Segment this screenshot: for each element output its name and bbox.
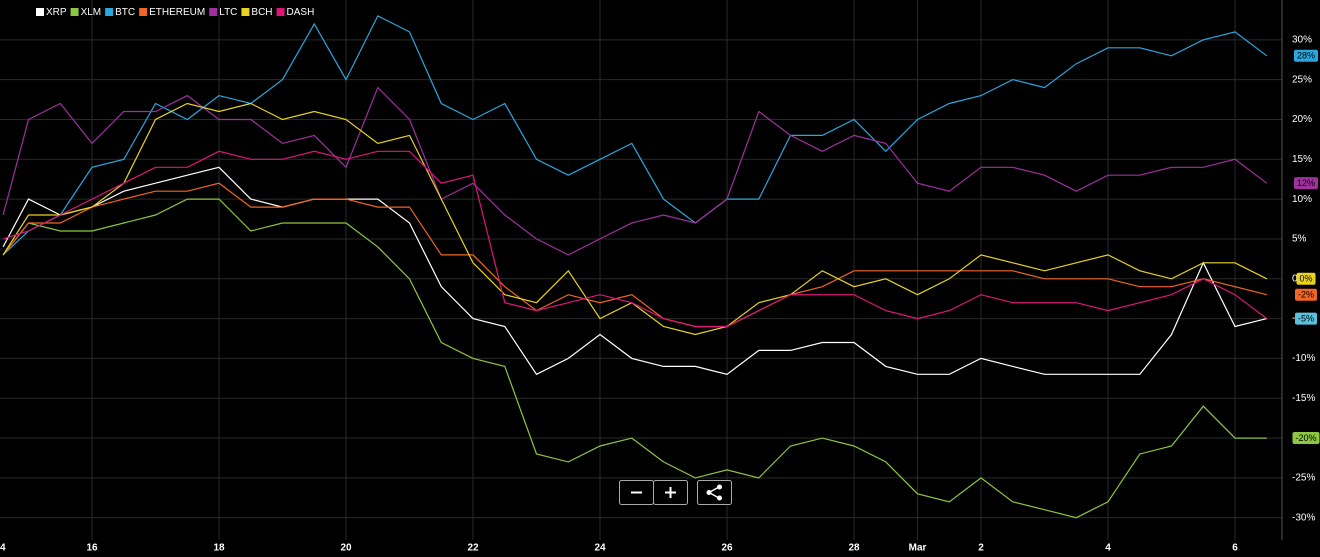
legend-label: LTC	[219, 7, 237, 18]
x-tick-label: 22	[467, 543, 479, 554]
zoom-in-button[interactable]	[653, 480, 688, 505]
x-tick-label: 4	[0, 543, 6, 554]
legend-swatch	[276, 8, 285, 16]
legend-swatch	[105, 8, 114, 16]
y-tick-label: -30%	[1292, 512, 1315, 523]
share-icon	[717, 484, 722, 490]
x-tick-label: 20	[340, 543, 352, 554]
share-icon	[706, 490, 712, 495]
lines	[2, 15, 1268, 519]
legend: XRP XLM BTC ETHEREUM LTC BCH DASH	[36, 7, 314, 18]
end-badge-box	[1292, 432, 1320, 445]
x-tick-label: 2	[978, 543, 984, 554]
y-tick-label: 5%	[1292, 234, 1307, 245]
button-frame[interactable]	[697, 480, 732, 505]
x-tick-label: 18	[213, 543, 225, 554]
x-tick-label: 24	[594, 543, 606, 554]
series-line	[2, 102, 1268, 336]
y-tick-label: 30%	[1292, 34, 1312, 45]
series-line	[2, 182, 1267, 328]
end-badge-box	[1294, 312, 1318, 325]
y-tick-label: 10%	[1292, 194, 1312, 205]
y-tick-label: -25%	[1292, 473, 1315, 484]
zoom-out-button[interactable]	[619, 480, 654, 505]
series-line	[2, 15, 1268, 256]
share-button[interactable]	[697, 480, 732, 505]
series-line	[2, 150, 1268, 328]
legend-swatch	[209, 8, 218, 16]
grid	[0, 0, 1283, 540]
labels: -30% -25% -20% -15% -10% -5% 0% 5% 10% 15% 20% 25% 3…	[0, 34, 1320, 554]
legend-swatch	[139, 8, 148, 16]
x-tick-label: 6	[1232, 543, 1238, 554]
y-tick-label: 20%	[1292, 114, 1312, 125]
legend-label: BCH	[251, 7, 272, 18]
legend-swatch	[36, 8, 44, 16]
legend-swatch	[241, 8, 250, 16]
x-tick-label: Mar	[909, 543, 927, 554]
end-badge-label: -20%	[1295, 433, 1316, 443]
end-badge-label: -5%	[1298, 313, 1314, 323]
series-line	[2, 198, 1267, 519]
y-tick-label: 15%	[1292, 154, 1312, 165]
end-badge-box	[1296, 272, 1316, 285]
end-badge: 0%	[1296, 272, 1316, 285]
series-line	[2, 86, 1268, 256]
legend-swatch	[70, 8, 79, 16]
end-badge-box	[1294, 288, 1318, 301]
series-line	[2, 166, 1267, 376]
legend-label: XLM	[81, 7, 102, 18]
end-badge-label: 0%	[1299, 274, 1312, 284]
end-badge: -5%	[1294, 312, 1318, 325]
y-tick-label: 25%	[1292, 74, 1312, 85]
x-tick-label: 28	[848, 543, 860, 554]
end-badge-label: -2%	[1298, 290, 1314, 300]
y-tick-label: -15%	[1292, 393, 1315, 404]
share-icon	[717, 495, 722, 501]
x-tick-label: 16	[86, 543, 98, 554]
end-badge: 12%	[1293, 177, 1319, 190]
end-badge-label: 12%	[1297, 178, 1315, 188]
end-badge-label: 28%	[1297, 51, 1315, 61]
legend-label: BTC	[115, 7, 135, 18]
end-badge: -20%	[1292, 432, 1320, 445]
end-badge: -2%	[1294, 288, 1318, 301]
x-tick-label: 4	[1105, 543, 1111, 554]
end-badge-box	[1293, 177, 1319, 190]
end-badge-box	[1293, 49, 1319, 62]
legend-label: XRP	[46, 7, 67, 18]
x-tick-label: 26	[721, 543, 733, 554]
y-tick-label: -10%	[1292, 353, 1315, 364]
end-badge: 28%	[1293, 49, 1319, 62]
legend-label: DASH	[287, 7, 315, 18]
legend-label: ETHEREUM	[149, 7, 205, 18]
